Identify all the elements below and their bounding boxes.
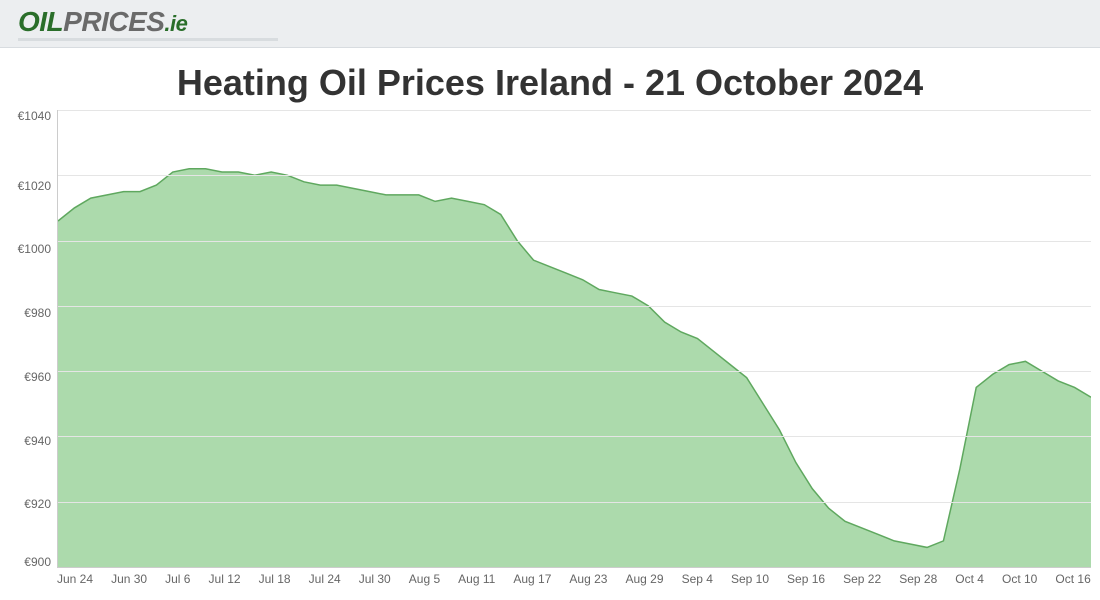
logo-part-ie: .ie: [164, 11, 187, 36]
grid-line: [58, 502, 1091, 503]
x-tick-label: Aug 29: [626, 572, 664, 586]
y-tick-label: €900: [24, 556, 51, 568]
x-tick-label: Sep 4: [682, 572, 713, 586]
grid-line: [58, 110, 1091, 111]
price-chart: €1040 €1020 €1000 €980 €960 €940 €920 €900 Jun …: [9, 110, 1091, 586]
x-tick-label: Jul 24: [309, 572, 341, 586]
x-tick-label: Jul 6: [165, 572, 190, 586]
x-tick-label: Aug 17: [513, 572, 551, 586]
y-tick-label: €960: [24, 371, 51, 383]
y-tick-label: €1000: [18, 243, 51, 255]
grid-line: [58, 306, 1091, 307]
logo-underline: [18, 38, 278, 41]
x-tick-label: Jun 24: [57, 572, 93, 586]
x-tick-label: Oct 4: [955, 572, 984, 586]
logo-part-prices: PRICES: [63, 6, 164, 37]
x-tick-label: Jun 30: [111, 572, 147, 586]
x-tick-label: Jul 12: [209, 572, 241, 586]
grid-line: [58, 241, 1091, 242]
plot-area: [57, 110, 1091, 568]
y-axis: €1040 €1020 €1000 €980 €960 €940 €920 €900: [9, 110, 57, 568]
x-tick-label: Sep 22: [843, 572, 881, 586]
grid-line: [58, 436, 1091, 437]
x-tick-label: Aug 11: [458, 572, 495, 586]
grid-line: [58, 175, 1091, 176]
x-tick-label: Jul 18: [259, 572, 291, 586]
y-tick-label: €980: [24, 307, 51, 319]
x-tick-label: Oct 10: [1002, 572, 1037, 586]
x-tick-label: Jul 30: [359, 572, 391, 586]
logo-part-oil: OIL: [18, 6, 63, 37]
x-tick-label: Oct 16: [1055, 572, 1090, 586]
grid-line: [58, 371, 1091, 372]
y-tick-label: €940: [24, 435, 51, 447]
area-series: [58, 110, 1091, 567]
chart-title: Heating Oil Prices Ireland - 21 October …: [0, 62, 1100, 104]
x-tick-label: Sep 10: [731, 572, 769, 586]
y-tick-label: €1020: [18, 180, 51, 192]
logo[interactable]: OILPRICES.ie: [18, 8, 278, 41]
x-tick-label: Sep 28: [899, 572, 937, 586]
x-tick-label: Aug 23: [569, 572, 607, 586]
y-tick-label: €1040: [18, 110, 51, 122]
x-tick-label: Aug 5: [409, 572, 440, 586]
header-bar: OILPRICES.ie: [0, 0, 1100, 48]
x-tick-label: Sep 16: [787, 572, 825, 586]
x-axis: Jun 24 Jun 30 Jul 6 Jul 12 Jul 18 Jul 24 Jul 3…: [57, 572, 1091, 586]
y-tick-label: €920: [24, 498, 51, 510]
